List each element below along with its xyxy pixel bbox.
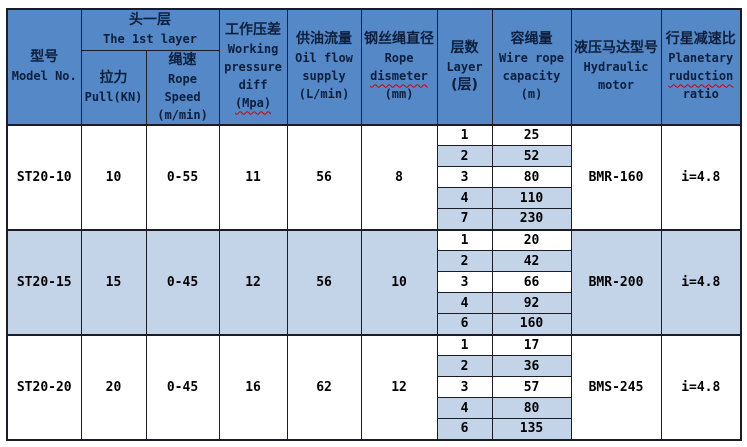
- layer-row: 7 230: [7, 208, 741, 230]
- layer-row: 4 92: [7, 292, 741, 314]
- header-oil-flow: 供油流量 Oil flow supply (L/min): [286, 8, 362, 125]
- spec-row-st20-10: ST20-10 10 0-55 11 56 8 1 25 BMR-160 i=4…: [6, 123, 742, 230]
- cell-capacity: 160: [491, 313, 572, 335]
- header-pull: 拉力 Pull(KN): [80, 49, 147, 125]
- cell-layer: 2: [436, 355, 493, 377]
- header-motor: 液压马达型号 Hydraulic motor: [570, 8, 662, 125]
- spec-row-st20-20: ST20-20 20 0-45 16 62 12 1 17 BMS-245 i=…: [6, 333, 742, 440]
- header-row-group: 型号 Model No. 头一层 The 1st layer 工作压差 Work…: [6, 8, 742, 125]
- misspelled-word: ruduction: [668, 69, 734, 84]
- cell-model: ST20-15: [6, 228, 82, 335]
- header-working-pressure: 工作压差 Working pressure diff (Mpa): [218, 8, 288, 125]
- cell-layer: 6: [436, 418, 493, 440]
- cell-pull: 20: [80, 333, 147, 440]
- cell-motor: BMR-200: [570, 228, 662, 335]
- layer-row: 2 52: [7, 145, 741, 167]
- spec-row-st20-15: ST20-15 15 0-45 12 56 10 1 20 BMR-200 i=…: [6, 228, 742, 335]
- cell-motor: BMR-160: [570, 123, 662, 230]
- cell-layer: 4: [436, 397, 493, 419]
- cell-layer: 2: [436, 145, 493, 167]
- cell-capacity: 20: [491, 228, 572, 251]
- cell-rope-speed: 0-45: [145, 228, 220, 335]
- cell-rope-diameter: 8: [360, 123, 438, 230]
- cell-capacity: 230: [491, 208, 572, 230]
- cell-capacity: 80: [491, 397, 572, 419]
- cell-model: ST20-10: [6, 123, 82, 230]
- cell-rope-diameter: 10: [360, 228, 438, 335]
- layer-row: 4 110: [7, 187, 741, 209]
- cell-layer: 4: [436, 187, 493, 209]
- header-rope-diameter: 钢丝绳直径 Rope dismeter (mm): [360, 8, 438, 125]
- header-model: 型号 Model No.: [6, 8, 82, 125]
- layer-row: 4 80: [7, 397, 741, 419]
- cell-capacity: 36: [491, 355, 572, 377]
- cell-layer: 3: [436, 166, 493, 188]
- cell-capacity: 110: [491, 187, 572, 209]
- cell-model: ST20-20: [6, 333, 82, 440]
- table-body: ST20-10 10 0-55 11 56 8 1 25 BMR-160 i=4…: [6, 123, 742, 440]
- cell-pressure: 16: [218, 333, 288, 440]
- cell-capacity: 80: [491, 166, 572, 188]
- cell-layer: 2: [436, 250, 493, 272]
- cell-layer: 3: [436, 376, 493, 398]
- header-capacity: 容绳量 Wire rope capacity (m): [491, 8, 572, 125]
- layer-row: 3 80: [7, 166, 741, 188]
- cell-layer: 7: [436, 208, 493, 230]
- cell-rope-speed: 0-55: [145, 123, 220, 230]
- cell-capacity: 135: [491, 418, 572, 440]
- spec-table: 型号 Model No. 头一层 The 1st layer 工作压差 Work…: [6, 8, 743, 441]
- layer-row: 6 160: [7, 313, 741, 335]
- cell-oil-flow: 62: [286, 333, 362, 440]
- cell-capacity: 17: [491, 333, 572, 356]
- layer-row: 3 66: [7, 271, 741, 293]
- cell-layer: 1: [436, 123, 493, 146]
- cell-rope-diameter: 12: [360, 333, 438, 440]
- layer-row: 6 135: [7, 418, 741, 440]
- header-model-zh: 型号: [30, 49, 59, 66]
- layer-row: 2 36: [7, 355, 741, 377]
- cell-layer: 1: [436, 228, 493, 251]
- cell-capacity: 42: [491, 250, 572, 272]
- cell-layer: 4: [436, 292, 493, 314]
- cell-ratio: i=4.8: [660, 333, 742, 440]
- cell-rope-speed: 0-45: [145, 333, 220, 440]
- misspelled-word: (Mpa): [234, 96, 272, 111]
- misspelled-word: dismeter: [370, 69, 428, 84]
- cell-capacity: 52: [491, 145, 572, 167]
- header-first-layer-group: 头一层 The 1st layer: [80, 8, 220, 51]
- cell-capacity: 57: [491, 376, 572, 398]
- cell-capacity: 92: [491, 292, 572, 314]
- layer-row: 2 42: [7, 250, 741, 272]
- cell-oil-flow: 56: [286, 228, 362, 335]
- header-rope-speed: 绳速 Rope Speed (m/min): [145, 49, 220, 125]
- cell-capacity: 25: [491, 123, 572, 146]
- cell-layer: 1: [436, 333, 493, 356]
- cell-capacity: 66: [491, 271, 572, 293]
- cell-pressure: 11: [218, 123, 288, 230]
- cell-pull: 10: [80, 123, 147, 230]
- cell-motor: BMS-245: [570, 333, 662, 440]
- table-header: 型号 Model No. 头一层 The 1st layer 工作压差 Work…: [6, 8, 742, 125]
- cell-layer: 3: [436, 271, 493, 293]
- header-ratio: 行星减速比 Planetary ruduction ratio: [660, 8, 742, 125]
- cell-pull: 15: [80, 228, 147, 335]
- header-model-en: Model No.: [11, 69, 77, 84]
- cell-layer: 6: [436, 313, 493, 335]
- cell-pressure: 12: [218, 228, 288, 335]
- header-row-sub: 拉力 Pull(KN) 绳速 Rope Speed (m/min): [7, 49, 741, 125]
- cell-oil-flow: 56: [286, 123, 362, 230]
- cell-ratio: i=4.8: [660, 228, 742, 335]
- header-layer: 层数 Layer (层): [436, 8, 493, 125]
- cell-ratio: i=4.8: [660, 123, 742, 230]
